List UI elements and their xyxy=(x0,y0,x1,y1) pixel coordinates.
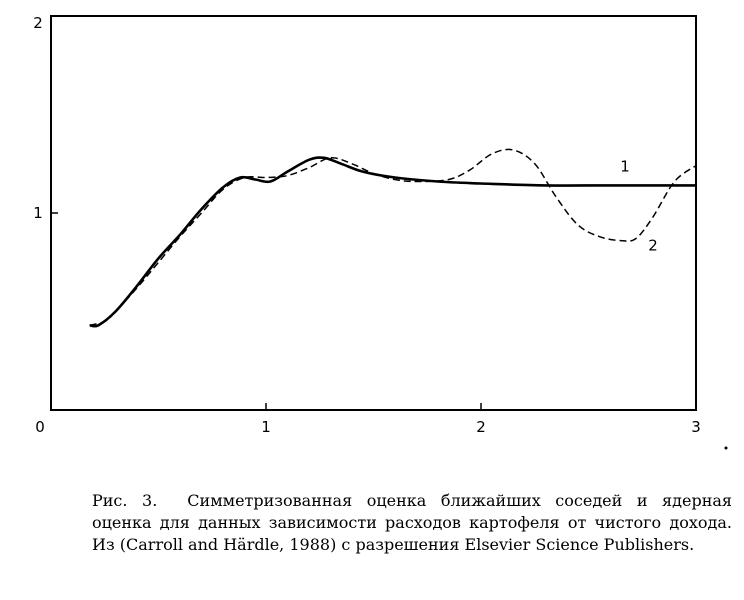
series-1-line xyxy=(89,156,696,328)
y-tick-label: 2 xyxy=(33,14,43,32)
caption-text: Симметризованная оценка ближайших соседе… xyxy=(92,491,733,554)
series-2-label: 2 xyxy=(648,236,658,254)
caption-lead: Рис. 3. xyxy=(92,491,158,510)
x-tick-label: 1 xyxy=(261,418,271,436)
series-1-label: 1 xyxy=(620,158,630,176)
series-2-line xyxy=(89,148,697,327)
stray-mark xyxy=(724,446,728,450)
x-tick-label: 0 xyxy=(35,418,45,436)
line-chart: 0 1 2 3 1 2 1 2 xyxy=(33,14,728,450)
plot-frame xyxy=(50,15,697,411)
x-tick-label: 2 xyxy=(476,418,486,436)
figure-caption: Рис. 3. Симметризованная оценка ближайших… xyxy=(92,490,732,556)
y-tick-label: 1 xyxy=(33,204,43,222)
x-tick-label: 3 xyxy=(691,418,701,436)
